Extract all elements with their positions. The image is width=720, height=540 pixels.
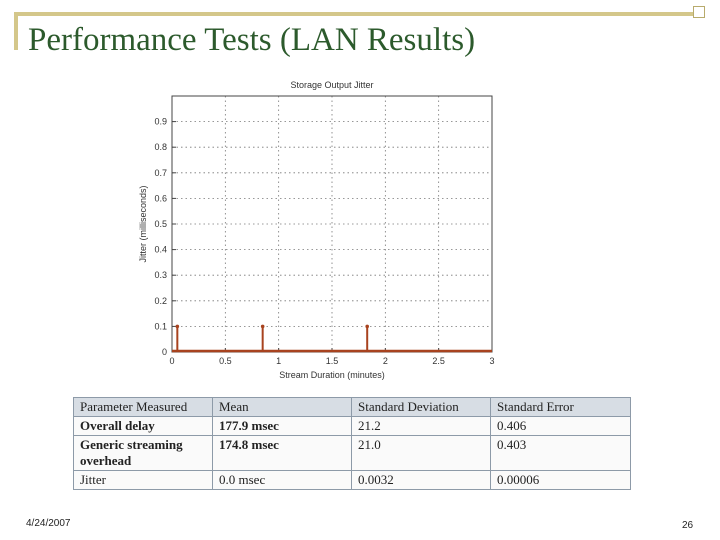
slide-title: Performance Tests (LAN Results) bbox=[28, 22, 476, 58]
data-point bbox=[260, 324, 265, 329]
y-tick-label: 0.5 bbox=[154, 219, 167, 229]
y-tick-label: 0.7 bbox=[154, 168, 167, 178]
decor-left-rule bbox=[14, 12, 18, 50]
plot-area-frame bbox=[171, 95, 493, 353]
y-tick-label: 0.6 bbox=[154, 193, 167, 203]
cell-mean: 0.0 msec bbox=[212, 470, 352, 490]
cell-std-error: 0.00006 bbox=[490, 470, 631, 490]
cell-mean: 177.9 msec bbox=[212, 416, 352, 436]
table-row: Generic streaming overhead 174.8 msec 21… bbox=[73, 435, 631, 471]
cell-parameter: Jitter bbox=[73, 470, 213, 490]
chart-title: Storage Output Jitter bbox=[290, 80, 373, 90]
table-row: Jitter 0.0 msec 0.0032 0.00006 bbox=[73, 470, 631, 490]
y-tick-label: 0.2 bbox=[154, 296, 167, 306]
jitter-chart-svg: 0 0.1 0.2 0.3 0.4 0.5 0.6 0.7 0.8 0.9 0 0.5 1 1.5 2 2.… bbox=[138, 80, 495, 380]
y-tick-label: 0.9 bbox=[154, 117, 167, 127]
cell-std-deviation: 21.0 bbox=[351, 435, 491, 471]
y-tick-label: 0.4 bbox=[154, 245, 167, 255]
cell-std-error: 0.403 bbox=[490, 435, 631, 471]
x-tick-label: 0.5 bbox=[219, 356, 232, 366]
x-tick-label: 0 bbox=[169, 356, 174, 366]
x-tick-label: 2.5 bbox=[432, 356, 445, 366]
x-tick-label: 3 bbox=[489, 356, 494, 366]
y-tick-label: 0.1 bbox=[154, 321, 167, 331]
table-row: Overall delay 177.9 msec 21.2 0.406 bbox=[73, 416, 631, 436]
footer-date: 4/24/2007 bbox=[26, 518, 71, 529]
y-tick-label: 0 bbox=[162, 347, 167, 357]
page-number: 26 bbox=[682, 520, 694, 531]
cell-std-deviation: 0.0032 bbox=[351, 470, 491, 490]
y-tick-label: 0.8 bbox=[154, 142, 167, 152]
x-tick-label: 1.5 bbox=[326, 356, 339, 366]
cell-std-error: 0.406 bbox=[490, 416, 631, 436]
data-point bbox=[365, 324, 369, 329]
decor-top-rule bbox=[14, 12, 698, 16]
header-std-error: Standard Error bbox=[490, 397, 631, 417]
x-tick-label: 2 bbox=[383, 356, 388, 366]
header-parameter: Parameter Measured bbox=[73, 397, 213, 417]
cell-parameter: Overall delay bbox=[73, 416, 213, 436]
decor-corner-square bbox=[693, 6, 705, 18]
jitter-chart: 0 0.1 0.2 0.3 0.4 0.5 0.6 0.7 0.8 0.9 0 0.5 1 1.5 2 2.… bbox=[116, 70, 532, 386]
header-mean: Mean bbox=[212, 397, 352, 417]
y-tick-label: 0.3 bbox=[154, 270, 167, 280]
x-tick-label: 1 bbox=[276, 356, 281, 366]
results-table: Parameter Measured Mean Standard Deviati… bbox=[73, 397, 631, 490]
cell-mean: 174.8 msec bbox=[212, 435, 352, 471]
chart-y-axis-label: Jitter (milliseconds) bbox=[138, 185, 148, 262]
data-point bbox=[175, 324, 180, 329]
header-std-deviation: Standard Deviation bbox=[351, 397, 491, 417]
table-header-row: Parameter Measured Mean Standard Deviati… bbox=[73, 397, 631, 417]
cell-std-deviation: 21.2 bbox=[351, 416, 491, 436]
cell-parameter: Generic streaming overhead bbox=[73, 435, 213, 471]
chart-x-axis-label: Stream Duration (minutes) bbox=[279, 370, 385, 380]
